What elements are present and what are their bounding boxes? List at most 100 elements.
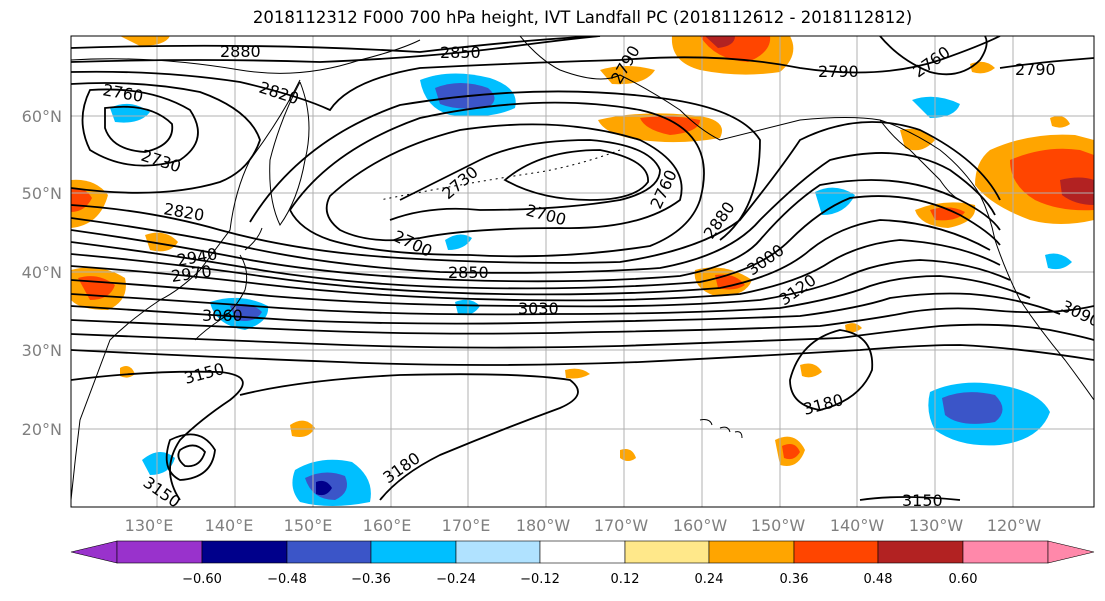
contour-3000	[71, 259, 1011, 308]
map-frame	[70, 35, 1095, 508]
colorbar-segment	[116, 540, 203, 564]
contour-label: 2790	[818, 62, 859, 81]
ivt-pos-sm1	[565, 368, 590, 379]
contour-label: 2850	[440, 43, 481, 62]
lon-label: 140°E	[205, 516, 254, 535]
lat-label: 30°N	[22, 341, 62, 360]
contour-2700-inner	[503, 149, 649, 201]
colorbar-segment	[539, 540, 626, 564]
coast-alaska	[519, 36, 1094, 401]
ivt-pos-japan-n	[145, 232, 178, 252]
ivt-pos-sm5	[800, 363, 822, 378]
contour-3090	[71, 305, 1094, 335]
contour-2910	[71, 195, 1001, 290]
lat-label: 50°N	[22, 184, 62, 203]
contour-3030	[71, 275, 1031, 316]
contour-2790-e2	[999, 57, 1094, 69]
coast-kamchatka	[269, 81, 310, 226]
ivt-pos-sm7	[970, 61, 995, 74]
coast-bc	[879, 119, 961, 201]
colorbar-segment	[370, 540, 457, 564]
contour-2790-mid	[249, 90, 761, 241]
colorbar-tick-label: −0.48	[267, 572, 307, 587]
contour-low-sw	[177, 444, 207, 468]
contour-2880	[71, 179, 1001, 283]
ivt-pos-150w-40n-core	[715, 274, 745, 290]
contour-label: 2790	[1015, 60, 1056, 79]
contour-2970	[71, 239, 1001, 302]
contour-2730-w	[104, 105, 174, 153]
colorbar-labels: −0.60 −0.48 −0.36 −0.24 −0.12 0.12 0.24 …	[182, 572, 977, 587]
lon-label: 130°W	[909, 516, 964, 535]
colorbar-tick-label: 0.48	[864, 572, 893, 587]
colorbar-segment	[624, 540, 710, 564]
lon-label: 150°E	[284, 516, 333, 535]
ivt-neg-gulf	[912, 96, 960, 118]
ivt-pos-bering-n	[600, 66, 655, 85]
contour-label: 2880	[220, 42, 261, 61]
colorbar-tick-label: 0.12	[611, 572, 640, 587]
colorbar-segment	[201, 540, 288, 564]
contour-2880	[71, 36, 601, 53]
colorbar-tick-label: −0.12	[520, 572, 560, 587]
contour-2700-low	[389, 139, 661, 221]
contour-3150	[71, 344, 1094, 366]
height-contours	[71, 36, 1094, 501]
lon-label: 160°E	[363, 516, 412, 535]
ivt-pos-pnw-center	[1060, 177, 1094, 205]
ivt-pos-sm2	[845, 323, 862, 333]
colorbar-tick-label: −0.36	[351, 572, 391, 587]
ivt-neg-subtropic-w-center	[316, 480, 332, 496]
ivt-pos-pnw-west-core	[930, 207, 965, 221]
contour-2820-mid	[71, 121, 1001, 264]
contour-low-sw2	[165, 433, 216, 481]
contour-2730-low	[325, 123, 683, 242]
colorbar-segment	[877, 540, 964, 564]
ivt-neg-coast-40n	[1045, 253, 1072, 270]
contour-2760-mid	[289, 101, 705, 258]
contour-3180-hi	[239, 373, 579, 501]
lon-label: 140°W	[830, 516, 885, 535]
contour-label: 2850	[448, 263, 489, 282]
contour-3060	[71, 292, 1061, 325]
ivt-pos-sm6	[1050, 116, 1070, 128]
contour-label: 3030	[518, 299, 559, 318]
contour-label: 3150	[902, 491, 943, 510]
coast-aleutians	[379, 149, 621, 201]
longitude-labels: 130°E 140°E 150°E 160°E 170°E 180°W 170°…	[125, 516, 1042, 535]
map-title: 2018112312 F000 700 hPa height, IVT Land…	[252, 8, 913, 27]
ivt-neg-hawaii-e-core	[942, 392, 1003, 424]
coast-hawaii	[699, 419, 743, 439]
ivt-pos-155w-15n-core	[782, 444, 800, 460]
ivt-pos-alaska-n-center	[705, 36, 735, 48]
contour-2820	[71, 59, 621, 112]
colorbar-segment	[455, 540, 541, 564]
colorbar-segment	[708, 540, 795, 564]
lon-label: 170°W	[594, 516, 649, 535]
contour-3150-se	[859, 496, 961, 501]
colorbar-segment	[286, 540, 372, 564]
ivt-neg-140w	[815, 187, 855, 215]
graticule	[71, 36, 1094, 507]
lat-label: 20°N	[22, 420, 62, 439]
contour-2760-e	[879, 36, 988, 76]
contour-2790-w	[71, 82, 261, 194]
colorbar-tick-label: 0.36	[780, 572, 809, 587]
lon-label: 120°W	[987, 516, 1042, 535]
contour-2790-e	[619, 36, 1001, 74]
contour-label: 3060	[202, 306, 243, 325]
colorbar-tick-label: 0.60	[949, 572, 978, 587]
contour-2850	[71, 36, 601, 63]
latitude-labels: 60°N 50°N 40°N 30°N 20°N	[22, 107, 62, 439]
contour-3150-s	[71, 370, 244, 501]
colorbar-segment	[962, 540, 1049, 564]
colorbar-tick-label: 0.24	[695, 572, 724, 587]
contour-2760-w	[81, 88, 199, 167]
colorbar-low-extension	[70, 540, 118, 564]
colorbar-high-extension	[1047, 540, 1095, 564]
colorbar	[70, 540, 1095, 564]
lat-label: 60°N	[22, 107, 62, 126]
colorbar-tick-label: −0.60	[182, 572, 222, 587]
contour-2850	[71, 152, 996, 274]
